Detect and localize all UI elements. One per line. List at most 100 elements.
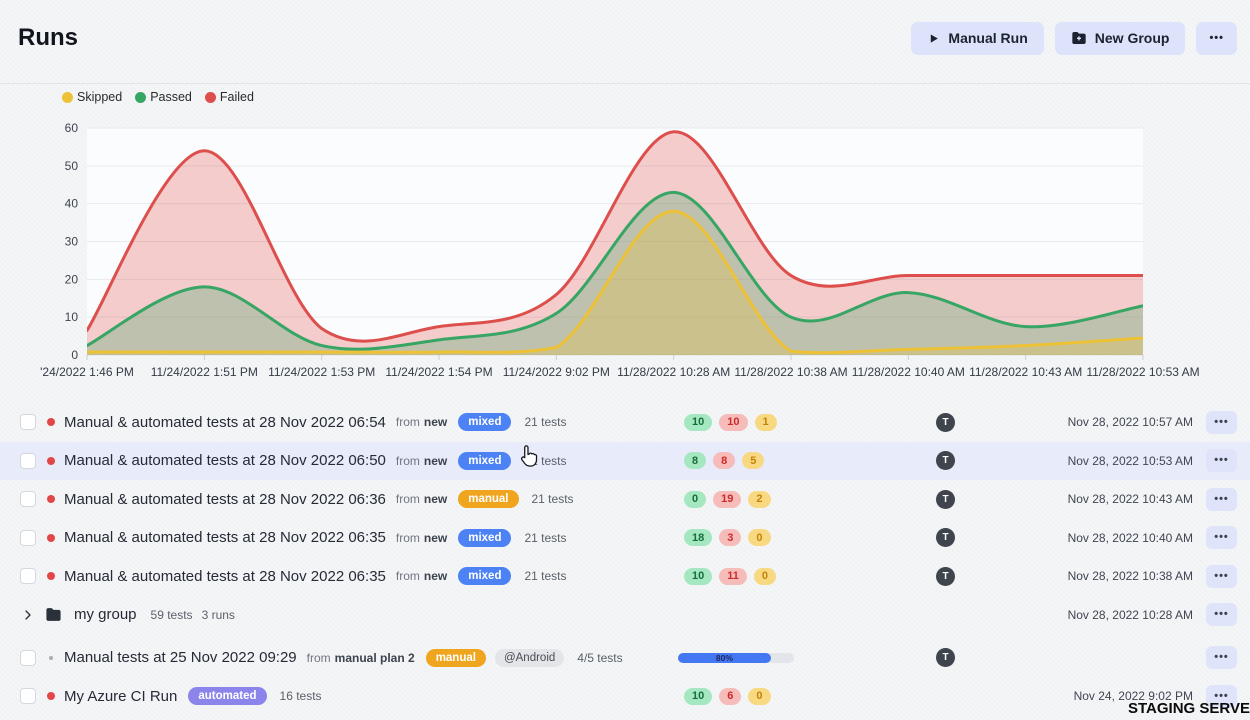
manual-run-label: Manual Run [948, 30, 1028, 46]
row-menu-button[interactable]: ••• [1206, 603, 1237, 627]
row-menu-button[interactable]: ••• [1206, 449, 1237, 473]
row-menu-button[interactable]: ••• [1206, 564, 1237, 588]
x-tick-label: 11/28/2022 10:38 AM [734, 365, 847, 379]
x-tick-label: 11/24/2022 1:51 PM [151, 365, 258, 379]
run-type-badge: automated [188, 687, 267, 706]
row-checkbox[interactable] [20, 529, 36, 546]
run-title: Manual & automated tests at 28 Nov 2022 … [64, 529, 386, 547]
group-stat: 59 tests [150, 607, 193, 622]
ellipsis-icon: ••• [1214, 651, 1229, 664]
run-tests-count: 4/5 tests [577, 650, 623, 665]
run-timestamp: Nov 28, 2022 10:28 AM [1067, 607, 1193, 622]
x-tick-label: 11/24/2022 1:54 PM [385, 365, 492, 379]
ellipsis-icon: ••• [1214, 569, 1229, 582]
failed-count-badge: 11 [719, 567, 747, 585]
passed-count-badge: 18 [684, 529, 713, 547]
group-name: my group [74, 606, 137, 624]
y-tick-label: 0 [71, 348, 78, 362]
row-menu-button[interactable]: ••• [1206, 684, 1237, 708]
run-source: from new [395, 492, 448, 507]
run-row[interactable]: Manual & automated tests at 28 Nov 2022 … [0, 403, 1250, 442]
legend-label: Failed [219, 90, 254, 104]
run-timestamp: Nov 28, 2022 10:40 AM [1067, 530, 1193, 545]
run-row[interactable]: Manual & automated tests at 28 Nov 2022 … [0, 557, 1250, 596]
y-tick-label: 20 [65, 272, 79, 286]
run-timestamp: Nov 28, 2022 10:38 AM [1067, 569, 1193, 584]
row-menu-button[interactable]: ••• [1206, 410, 1237, 434]
skipped-count-badge: 0 [748, 687, 771, 705]
row-checkbox[interactable] [20, 688, 36, 705]
play-icon [927, 32, 940, 45]
run-row[interactable]: Manual & automated tests at 28 Nov 2022 … [0, 480, 1250, 519]
legend-item: Skipped [62, 90, 122, 104]
row-menu-button[interactable]: ••• [1206, 646, 1237, 670]
run-source-plan: new [423, 492, 448, 507]
run-tests-count: 21 tests [524, 530, 567, 545]
x-tick-label: '24/2022 1:46 PM [40, 365, 134, 379]
run-title: Manual & automated tests at 28 Nov 2022 … [64, 452, 386, 470]
run-type-badge: manual [458, 490, 519, 509]
row-checkbox[interactable] [20, 414, 36, 431]
ellipsis-icon: ••• [1214, 415, 1229, 428]
status-dot [47, 418, 55, 427]
run-source: from new [395, 415, 448, 430]
row-checkbox[interactable] [20, 568, 36, 585]
result-badges: 18 3 0 [684, 529, 771, 547]
run-source: from new [395, 530, 448, 545]
legend-label: Passed [150, 90, 192, 104]
group-row[interactable]: my group 59 tests 3 runs Nov 28, 2022 10:28… [0, 596, 1250, 635]
row-menu-button[interactable]: ••• [1206, 526, 1237, 550]
run-source-plan: new [423, 530, 448, 545]
row-checkbox[interactable] [20, 452, 36, 469]
status-dot [47, 456, 55, 465]
x-tick-label: 11/28/2022 10:53 AM [1086, 365, 1199, 379]
legend-item: Failed [204, 90, 254, 104]
ellipsis-icon: ••• [1214, 689, 1229, 702]
row-menu-button[interactable]: ••• [1206, 487, 1237, 511]
folder-icon [45, 607, 62, 622]
run-row[interactable]: Manual & automated tests at 28 Nov 2022 … [0, 519, 1250, 558]
run-source-plan: manual plan 2 [334, 650, 415, 665]
status-dot [47, 692, 55, 701]
new-group-button[interactable]: New Group [1054, 21, 1186, 55]
series-passed-area [87, 192, 1143, 355]
ellipsis-icon: ••• [1214, 608, 1229, 621]
avatar: T [936, 648, 955, 668]
run-source-plan: new [423, 453, 448, 468]
y-tick-label: 10 [65, 310, 79, 324]
run-row[interactable]: Manual & automated tests at 28 Nov 2022 … [0, 441, 1250, 480]
ellipsis-icon: ••• [1209, 31, 1224, 44]
run-row[interactable]: Manual tests at 25 Nov 2022 09:29 from man… [0, 639, 1250, 678]
run-row[interactable]: My Azure CI Run automated 16 tests 10 6 0 Nov … [0, 677, 1250, 716]
run-tests-count: 16 tests [279, 689, 322, 704]
group-stat: 3 runs [201, 607, 235, 622]
progress-bar: 80% [678, 652, 794, 663]
series-passed-line [87, 190, 1143, 351]
run-title: My Azure CI Run [64, 687, 178, 705]
header-more-button[interactable]: ••• [1196, 21, 1237, 55]
progress-label: 80% [715, 652, 733, 663]
run-timestamp: Nov 28, 2022 10:57 AM [1067, 415, 1193, 430]
skipped-count-badge: 2 [748, 490, 771, 508]
folder-plus-icon [1071, 31, 1087, 45]
row-checkbox[interactable] [20, 649, 36, 666]
chevron-right-icon[interactable] [22, 609, 34, 621]
run-title: Manual & automated tests at 28 Nov 2022 … [64, 490, 386, 508]
passed-count-badge: 10 [684, 687, 713, 705]
manual-run-button[interactable]: Manual Run [911, 21, 1044, 55]
failed-count-badge: 3 [719, 529, 742, 547]
avatar: T [936, 451, 955, 471]
run-tests-count: 21 tests [531, 492, 574, 507]
row-checkbox[interactable] [20, 491, 36, 508]
legend-dot-icon [204, 91, 216, 103]
avatar: T [936, 412, 955, 432]
passed-count-badge: 8 [684, 452, 707, 470]
progress-fill: 80% [678, 652, 771, 663]
ellipsis-icon: ••• [1214, 492, 1229, 505]
run-title: Manual & automated tests at 28 Nov 2022 … [64, 413, 386, 431]
run-type-badge: manual [425, 648, 486, 667]
staging-watermark: STAGING SERVER [1128, 700, 1250, 717]
result-badges: 10 11 0 [684, 567, 777, 585]
avatar: T [936, 489, 955, 509]
y-tick-label: 50 [65, 159, 79, 173]
